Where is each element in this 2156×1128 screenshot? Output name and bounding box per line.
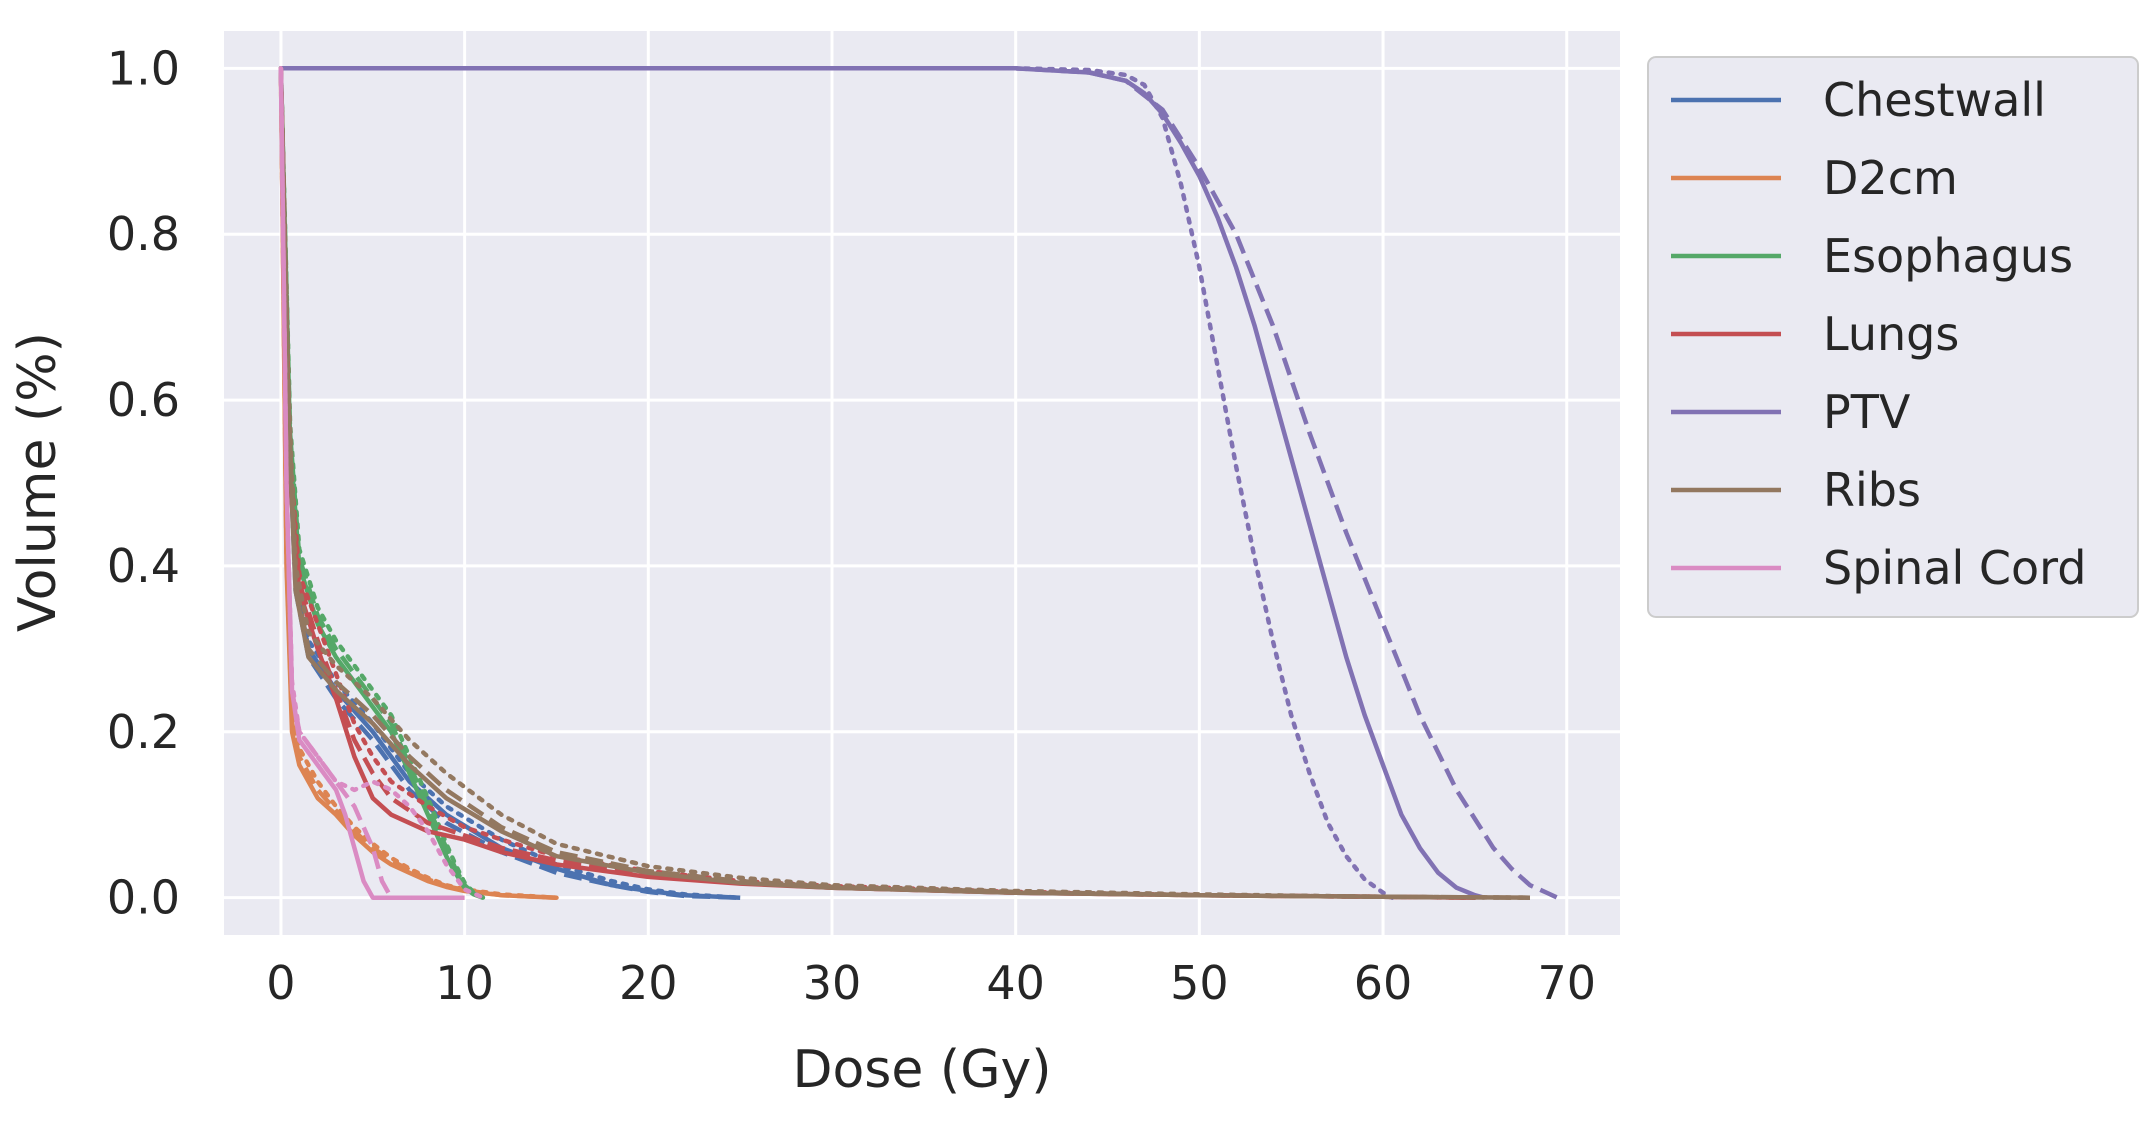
legend-frame [1647,56,2139,618]
legend-entry-label: Ribs [1823,463,1921,517]
y-tick-labels: 0.0 0.2 0.4 0.6 0.8 1.0 [107,41,180,924]
y-tick-label: 0.2 [107,705,180,759]
series-line-dashed [278,68,484,900]
series-line-dotted [278,66,486,900]
series-line-dotted [278,66,559,900]
x-tick-label: 70 [1537,956,1596,1010]
plot-background [224,31,1620,935]
legend-entry-label: Spinal Cord [1823,541,2087,595]
series-line-dotted [278,66,1395,900]
y-tick-label: 1.0 [107,41,180,95]
x-tick-label: 0 [266,956,295,1010]
legend-entry-label: Lungs [1823,307,1959,361]
data-series [278,66,1559,900]
y-tick-label: 0.6 [107,373,180,427]
x-tick-label: 60 [1354,956,1413,1010]
y-tick-label: 0.4 [107,539,180,593]
series-line-dashed [278,68,557,900]
y-tick-label: 0.0 [107,871,180,925]
x-tick-labels: 0 10 20 30 40 50 60 70 [266,956,1596,1010]
legend-entry-label: Chestwall [1823,73,2046,127]
x-tick-label: 20 [619,956,678,1010]
y-tick-label: 0.8 [107,207,180,261]
x-tick-label: 50 [1170,956,1229,1010]
x-tick-label: 10 [435,956,494,1010]
series-line-dotted [278,66,486,900]
legend: Chestwall D2cm Esophagus Lungs PTV Ribs Spinal… [1647,56,2139,618]
x-tick-label: 40 [986,956,1045,1010]
x-tick-label: 30 [803,956,862,1010]
x-axis-label: Dose (Gy) [792,1040,1051,1100]
series-line-dashed [280,66,1559,900]
series-ptv [278,66,1559,900]
series-ribs [278,66,1533,900]
series-line-dotted [278,66,1533,900]
y-axis-label: Volume (%) [8,332,68,632]
series-spinal-cord [278,66,486,900]
legend-entry-label: D2cm [1823,151,1958,205]
legend-entry-label: Esophagus [1823,229,2073,283]
series-line-dashed [278,68,1531,900]
legend-entry-label: PTV [1823,385,1911,439]
